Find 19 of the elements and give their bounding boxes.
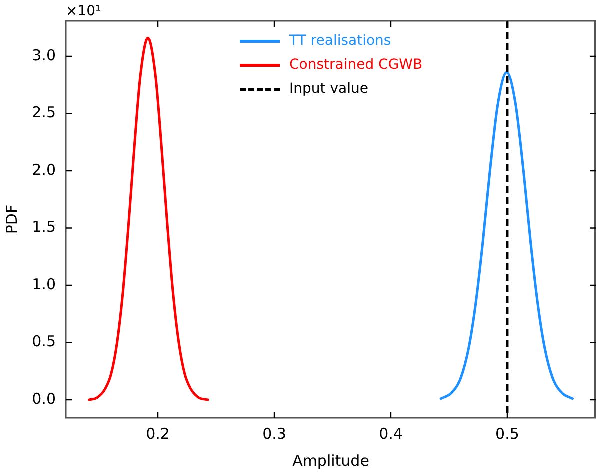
- x-tick-label: 0.2: [146, 424, 170, 443]
- y-tick-label: 0.5: [32, 332, 56, 351]
- ref-line-label: Input value: [290, 81, 368, 97]
- x-axis-title: Amplitude: [292, 452, 370, 470]
- y-tick-label: 2.0: [32, 160, 56, 179]
- y-tick-label: 0.0: [32, 390, 56, 408]
- y-axis-title: PDF: [2, 204, 21, 234]
- y-tick-label: 1.5: [32, 218, 56, 236]
- line-series: [88, 36, 210, 402]
- legend-label: Constrained CGWB: [290, 57, 423, 73]
- x-tick-label: 0.3: [262, 424, 286, 443]
- y-tick-label: 2.5: [32, 104, 56, 122]
- x-tick-label: 0.4: [379, 424, 403, 443]
- line-series: [440, 71, 574, 400]
- text: ×10¹: [66, 4, 102, 20]
- x-tick-label: 0.5: [496, 424, 520, 443]
- legend-label: TT realisations: [290, 33, 392, 49]
- y-tick-label: 1.0: [32, 275, 56, 294]
- y-tick-label: 3.0: [32, 46, 56, 64]
